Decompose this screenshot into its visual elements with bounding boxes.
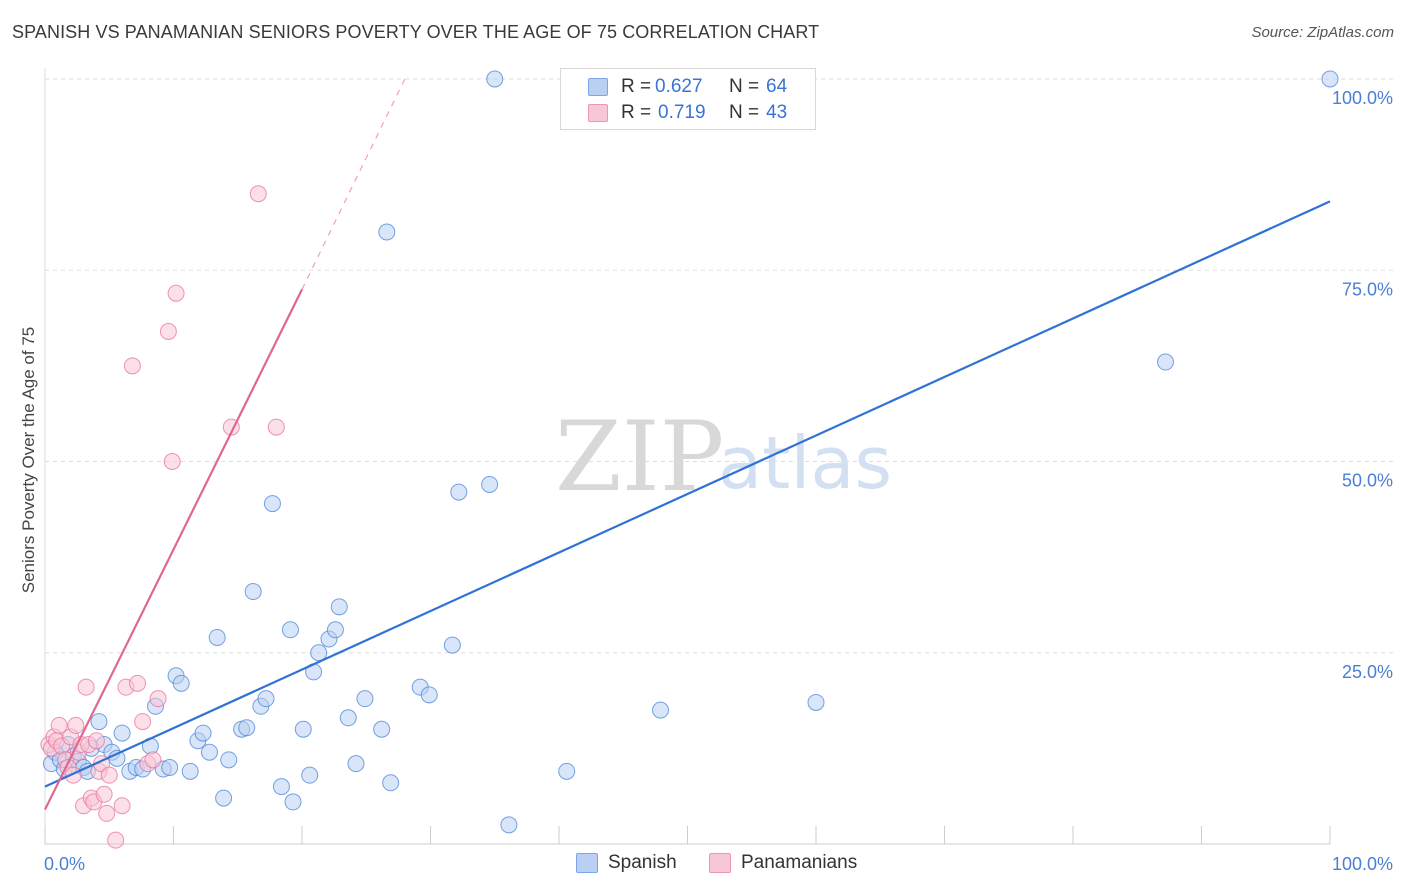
panamanians-point <box>163 453 181 470</box>
correlation-stats-box: R = 0.627 N = 64 R = 0.719 N = 43 <box>560 68 816 130</box>
spanish-point <box>194 724 212 742</box>
spanish-point <box>281 621 299 639</box>
legend-label-spanish: Spanish <box>608 852 677 873</box>
panamanians-point <box>249 185 267 203</box>
panamanians-r-value: 0.719 <box>658 102 706 123</box>
spanish-point <box>161 759 179 776</box>
spanish-point <box>244 583 262 601</box>
panamanians-point <box>67 716 85 734</box>
panamanians-point <box>113 797 131 815</box>
n-label: N = <box>729 102 760 123</box>
spanish-point <box>220 751 238 769</box>
panamanians-point <box>87 732 105 750</box>
watermark-zip: ZIP <box>555 401 724 513</box>
spanish-point <box>450 483 468 501</box>
spanish-point <box>113 724 131 742</box>
watermark-atlas: atlas <box>718 421 892 505</box>
spanish-point <box>807 693 825 711</box>
spanish-point <box>238 719 256 737</box>
panamanians-point <box>129 674 147 692</box>
spanish-point <box>558 762 576 780</box>
n-label: N = <box>729 76 760 97</box>
spanish-point <box>181 762 199 780</box>
panamanians-point <box>149 690 167 708</box>
y-tick-label: 50.0% <box>1342 471 1393 491</box>
panamanians-point <box>267 418 285 436</box>
legend-swatch-panamanians <box>709 853 731 873</box>
spanish-r-value: 0.627 <box>655 76 703 97</box>
panamanians-n-value: 43 <box>766 102 788 123</box>
chart-legend: Spanish Panamanians <box>0 852 1406 878</box>
spanish-point <box>1321 70 1339 88</box>
spanish-point <box>347 755 365 773</box>
r-label: R = <box>621 102 652 123</box>
spanish-point <box>90 713 108 731</box>
spanish-point <box>200 743 218 761</box>
panamanians-point <box>100 766 118 784</box>
spanish-point <box>443 636 461 654</box>
spanish-point <box>373 720 391 738</box>
panamanians-trendline <box>44 288 303 811</box>
spanish-point <box>330 598 348 616</box>
spanish-point <box>172 674 190 692</box>
legend-item-spanish[interactable]: Spanish <box>576 852 677 874</box>
spanish-point <box>339 709 357 727</box>
panamanians-point <box>134 713 152 731</box>
spanish-point <box>272 778 290 796</box>
spanish-point <box>486 70 504 88</box>
panamanians-point <box>107 831 125 849</box>
panamanians-point <box>50 716 68 734</box>
spanish-point <box>326 621 344 639</box>
spanish-point <box>310 644 328 662</box>
legend-item-panamanians[interactable]: Panamanians <box>709 852 857 874</box>
spanish-point <box>284 793 302 811</box>
y-axis-label: Seniors Poverty Over the Age of 75 <box>19 326 38 594</box>
spanish-point <box>301 766 319 784</box>
spanish-point <box>652 701 670 719</box>
spanish-swatch <box>588 78 608 96</box>
y-tick-label: 25.0% <box>1342 662 1393 682</box>
y-tick-label: 75.0% <box>1342 279 1393 299</box>
panamanians-point <box>144 751 162 769</box>
spanish-point <box>356 690 374 708</box>
source-label: Source: ZipAtlas.com <box>1251 24 1394 41</box>
x-tick-label: 100.0% <box>1332 854 1393 874</box>
spanish-point <box>208 628 226 646</box>
spanish-point <box>382 774 400 792</box>
legend-swatch-spanish <box>576 853 598 873</box>
spanish-point <box>215 789 233 807</box>
spanish-point <box>263 495 281 513</box>
r-label: R = <box>621 76 652 97</box>
legend-label-panamanians: Panamanians <box>741 852 858 873</box>
x-tick-label: 0.0% <box>44 854 85 874</box>
panamanians-point <box>77 678 95 696</box>
panamanians-point <box>159 322 177 340</box>
spanish-point <box>500 816 518 834</box>
spanish-point <box>481 475 499 493</box>
chart-title: SPANISH VS PANAMANIAN SENIORS POVERTY OV… <box>12 22 820 42</box>
y-tick-label: 100.0% <box>1332 88 1393 108</box>
panamanians-point <box>123 357 141 375</box>
spanish-trendline <box>44 200 1331 788</box>
panamanians-point <box>167 284 185 302</box>
spanish-point <box>420 686 438 704</box>
spanish-point <box>1157 353 1175 371</box>
spanish-n-value: 64 <box>766 76 788 97</box>
panamanians-swatch <box>588 104 608 122</box>
spanish-point <box>257 690 275 708</box>
panamanians-trendline-extension <box>301 78 406 290</box>
panamanians-point <box>98 804 116 822</box>
spanish-point <box>294 720 312 738</box>
panamanians-point <box>95 785 113 803</box>
spanish-point <box>378 223 396 241</box>
